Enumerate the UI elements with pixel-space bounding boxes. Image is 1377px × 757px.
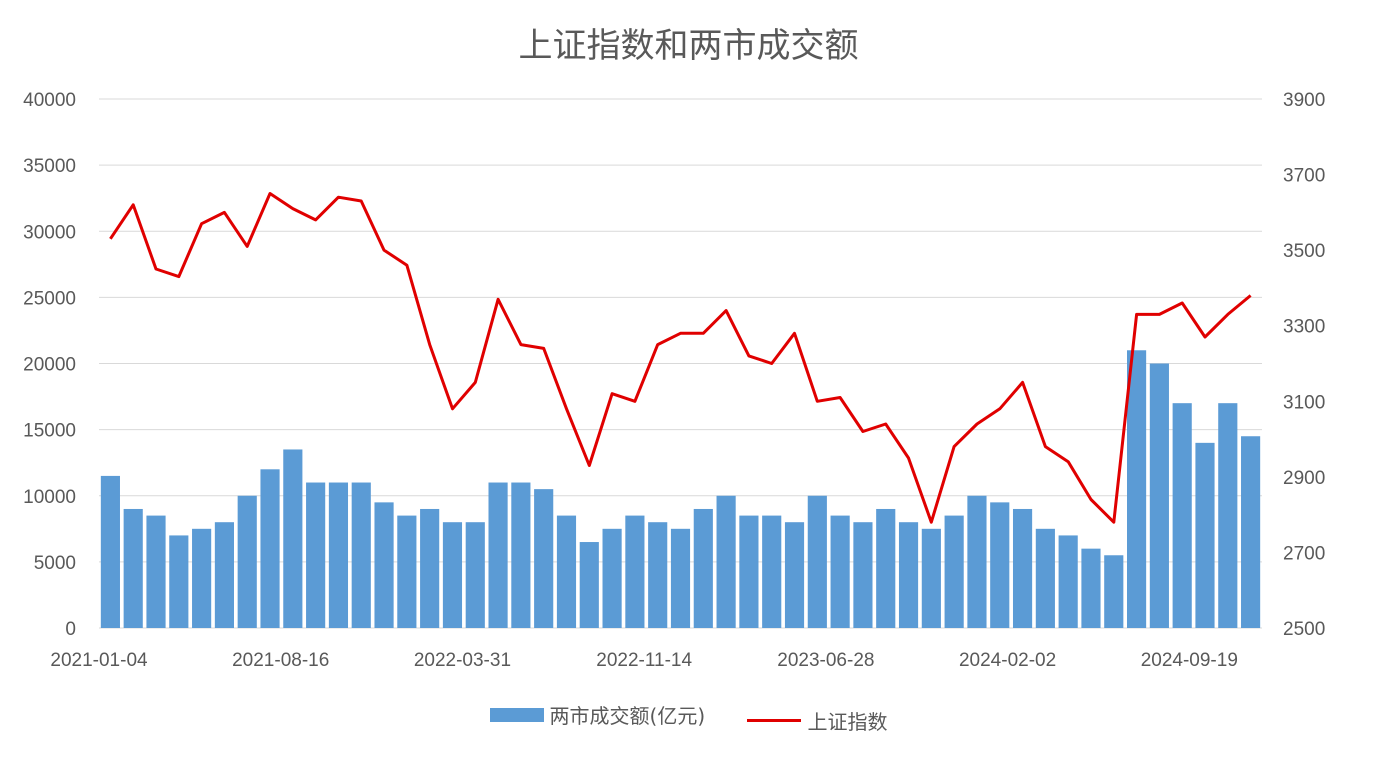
bar <box>214 522 234 628</box>
chart-title: 上证指数和两市成交额 <box>518 26 859 66</box>
legend-label-amount: 两市成交额(亿元) <box>549 704 706 728</box>
bar <box>990 502 1010 628</box>
bar <box>1149 363 1169 628</box>
x-tick-label: 2023-06-28 <box>777 650 874 671</box>
bar <box>853 522 873 628</box>
y-axis-left: 0 5000 10000 15000 20000 25000 30000 35000 40000 <box>23 90 76 640</box>
bar <box>670 528 691 628</box>
y-tick-label-left: 5000 <box>34 553 76 574</box>
x-tick-label: 2021-08-16 <box>232 650 329 671</box>
bar <box>1081 548 1101 628</box>
x-tick-label: 2024-09-19 <box>1141 650 1238 671</box>
bar <box>306 482 326 628</box>
y-tick-label-left: 10000 <box>23 487 76 508</box>
y-tick-label-right: 3100 <box>1283 392 1325 413</box>
bar <box>465 522 485 628</box>
bar <box>488 482 508 628</box>
legend-item-amount: 两市成交额(亿元) <box>489 700 706 729</box>
bar <box>762 515 782 628</box>
y-tick-label-left: 30000 <box>23 222 76 243</box>
bar <box>648 522 668 628</box>
y-tick-label-right: 3900 <box>1283 90 1325 111</box>
bar <box>602 528 622 628</box>
bar <box>625 515 645 628</box>
bar <box>397 515 417 628</box>
legend-item-index: 上证指数 <box>747 706 887 735</box>
bar <box>237 495 257 628</box>
y-tick-label-left: 40000 <box>23 90 76 111</box>
bar <box>1035 528 1055 628</box>
line-series <box>109 192 1252 524</box>
bar <box>146 515 166 628</box>
y-tick-label-right: 2500 <box>1283 619 1325 640</box>
y-tick-label-right: 3700 <box>1283 166 1325 187</box>
bar <box>716 495 736 628</box>
bar <box>283 449 303 628</box>
y-tick-label-left: 20000 <box>23 355 76 376</box>
bar <box>1104 555 1124 628</box>
bar <box>1241 436 1261 628</box>
bar <box>100 475 120 628</box>
y-tick-label-left: 25000 <box>23 288 76 309</box>
bar <box>944 515 964 628</box>
bar <box>1195 442 1215 628</box>
y-tick-label-left: 35000 <box>23 156 76 177</box>
bar <box>442 522 463 628</box>
bar <box>1058 535 1078 628</box>
x-tick-label: 2022-11-14 <box>596 650 692 671</box>
bar <box>260 469 280 628</box>
bar <box>556 515 577 628</box>
bar <box>374 502 394 628</box>
bar <box>967 495 987 628</box>
y-tick-label-right: 2900 <box>1283 468 1325 489</box>
bar <box>1127 350 1147 628</box>
bar <box>876 508 896 628</box>
x-axis: 2021-01-04 2021-08-16 2022-03-31 2022-11-14… <box>50 650 1238 671</box>
legend-label-index: 上证指数 <box>807 709 888 734</box>
bar <box>534 489 554 628</box>
bar <box>420 508 440 628</box>
bar <box>807 495 827 628</box>
bar <box>1218 403 1238 628</box>
bar <box>1172 403 1192 628</box>
x-tick-label: 2022-03-31 <box>414 650 511 671</box>
bar <box>784 522 805 628</box>
bar <box>739 515 759 628</box>
y-tick-label-right: 2700 <box>1283 543 1325 564</box>
bar <box>169 535 189 628</box>
bar-series <box>100 350 1261 628</box>
bar <box>511 482 531 628</box>
y-tick-label-left: 15000 <box>23 421 76 442</box>
bar <box>921 528 941 628</box>
x-tick-label: 2024-02-02 <box>959 650 1056 671</box>
y-tick-label-right: 3500 <box>1283 241 1325 262</box>
index-line <box>109 192 1252 524</box>
legend: 两市成交额(亿元) 上证指数 <box>0 700 1377 735</box>
y-tick-label-left: 0 <box>65 619 76 640</box>
x-tick-label: 2021-01-04 <box>50 650 148 671</box>
bar <box>898 522 919 628</box>
bar <box>579 542 599 628</box>
y-tick-label-right: 3300 <box>1283 317 1325 338</box>
bar <box>351 482 371 628</box>
y-axis-right: 2500 2700 2900 3100 3300 3500 3700 3900 <box>1283 90 1325 640</box>
bar <box>328 482 349 628</box>
bar <box>192 528 212 628</box>
bar <box>830 515 850 628</box>
bar <box>123 508 143 628</box>
bar <box>693 508 713 628</box>
legend-swatch-bar <box>489 707 544 722</box>
bar <box>1012 508 1033 628</box>
legend-swatch-line <box>747 718 802 722</box>
